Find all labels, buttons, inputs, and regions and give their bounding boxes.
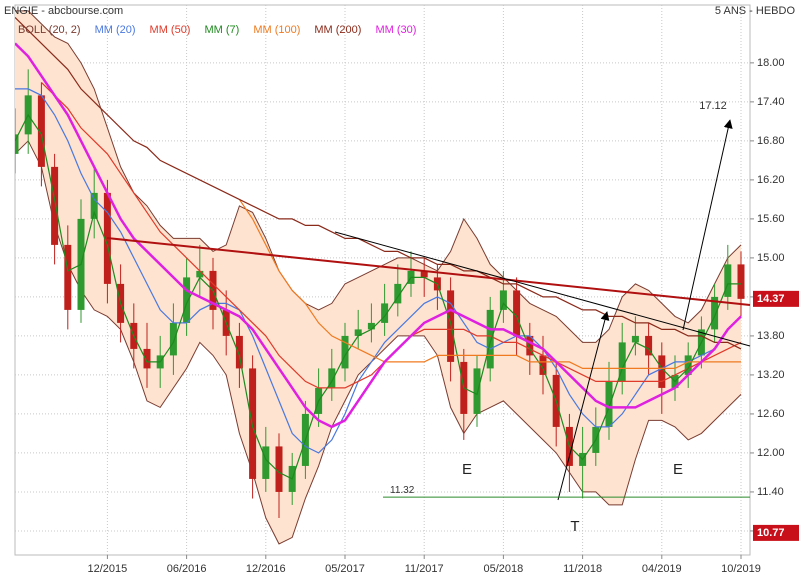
chart-subtitle: 5 ANS - HEBDO: [715, 5, 796, 17]
candle-body: [737, 264, 745, 299]
moving-average: [15, 16, 742, 350]
candle-body: [183, 277, 191, 323]
candle-body: [51, 166, 59, 245]
candle-body: [235, 335, 243, 369]
candle-body: [367, 322, 375, 330]
legend-entry: MM (20): [95, 24, 136, 36]
x-tick-label: 12/2016: [246, 563, 286, 575]
neckline: [106, 237, 751, 306]
candle-body: [513, 290, 521, 336]
candle-body: [658, 355, 666, 388]
y-tick-label: 17.40: [757, 96, 785, 108]
y-tick-label: 15.60: [757, 213, 785, 225]
candle-body: [486, 309, 494, 369]
x-tick-label: 12/2015: [88, 563, 128, 575]
moving-average: [238, 199, 741, 369]
legend-entry: BOLL (20, 2): [18, 24, 81, 36]
x-tick-label: 11/2017: [405, 563, 444, 575]
candle-body: [262, 446, 270, 479]
y-tick-label: 13.20: [757, 369, 785, 381]
y-tick-label: 12.60: [757, 408, 785, 420]
candle-body: [631, 335, 639, 343]
chart-title: ENGIE - abcbourse.com: [4, 5, 123, 17]
candle-body: [473, 368, 481, 414]
candle-body: [605, 381, 613, 427]
candle-body: [711, 296, 719, 330]
candle-body: [90, 192, 98, 219]
legend-entry: MM (30): [375, 24, 416, 36]
x-tick-label: 11/2018: [563, 563, 602, 575]
legend-entry: MM (100): [253, 24, 300, 36]
y-tick-label: 11.40: [757, 486, 784, 498]
target-label: 17.12: [699, 100, 727, 112]
candle-body: [394, 283, 402, 304]
candle-body: [618, 342, 626, 382]
x-tick-label: 10/2019: [721, 563, 761, 575]
candle-body: [420, 270, 428, 278]
x-tick-label: 04/2019: [642, 563, 682, 575]
overlay: 11.32 17.12 E T E: [106, 100, 751, 535]
target-arrow: [682, 119, 733, 331]
axes: 10.8011.4012.0012.6013.2013.8014.4015.00…: [88, 57, 799, 575]
candle-body: [645, 335, 653, 356]
bollinger-upper: [15, 10, 742, 343]
y-tick-label: 16.20: [757, 174, 785, 186]
candle-body: [275, 446, 283, 492]
moving-average: [15, 113, 741, 480]
y-tick-label: 12.00: [757, 447, 785, 459]
candle-body: [15, 134, 19, 154]
candle-body: [381, 303, 389, 323]
price-marker: [753, 524, 799, 541]
legend: BOLL (20, 2) MM (20) MM (50) MM (7) MM (100)…: [18, 24, 416, 36]
candle-body: [447, 290, 455, 362]
candle-body: [499, 290, 507, 310]
candle-body: [143, 348, 151, 369]
candle-body: [539, 355, 547, 375]
pattern-label: T: [570, 518, 579, 535]
candle-body: [724, 264, 732, 297]
trend-line: [334, 231, 751, 347]
legend-entry: MM (7): [204, 24, 239, 36]
candle-body: [328, 368, 336, 388]
x-tick-label: 06/2016: [167, 563, 207, 575]
bollinger-lower: [15, 140, 742, 545]
candle-body: [169, 322, 177, 356]
breakout-arrow: [557, 311, 610, 501]
legend-entry: MM (200): [314, 24, 361, 36]
pattern-label: E: [673, 461, 683, 478]
plot: [15, 10, 745, 545]
candle-body: [196, 270, 204, 278]
y-tick-label: 16.80: [757, 135, 785, 147]
y-tick-label: 15.00: [757, 252, 785, 264]
y-tick-label: 18.00: [757, 57, 785, 69]
candle-body: [526, 335, 534, 356]
legend-entry: MM (50): [150, 24, 191, 36]
pattern-label: E: [462, 461, 472, 478]
candle-body: [37, 95, 45, 167]
support-label: 11.32: [390, 485, 415, 496]
candle-body: [354, 329, 362, 336]
x-tick-label: 05/2018: [484, 563, 524, 575]
candle-body: [341, 335, 349, 369]
moving-average: [15, 88, 742, 454]
y-tick-label: 13.80: [757, 330, 785, 342]
candle-body: [64, 244, 72, 310]
price-marker-label: 10.77: [757, 527, 785, 539]
price-marker: [753, 290, 799, 307]
x-tick-label: 05/2017: [325, 563, 365, 575]
price-marker-label: 14.37: [757, 293, 785, 305]
candle-body: [684, 355, 692, 375]
